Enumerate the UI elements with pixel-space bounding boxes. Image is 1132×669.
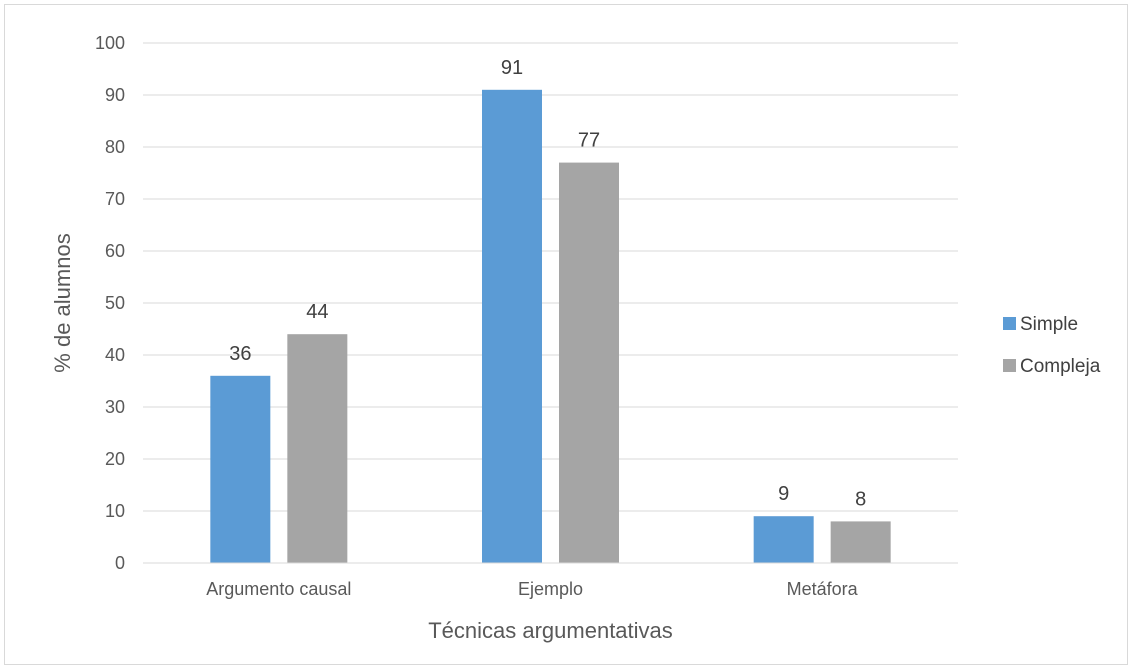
data-label: 77 [578,130,600,152]
bar-simple-0 [210,375,271,563]
y-tick-label: 10 [105,501,125,521]
x-tick-label: Metáfora [787,579,859,599]
y-tick-label: 40 [105,345,125,365]
data-labels: 36 44 91 77 9 8 [229,57,866,511]
y-tick-label: 80 [105,137,125,157]
data-label: 9 [778,483,789,505]
y-axis-ticks: 0 10 20 30 40 50 60 70 80 90 100 [95,33,125,573]
x-tick-label: Argumento causal [206,579,351,599]
y-tick-label: 60 [105,241,125,261]
bar-compleja-2 [830,521,891,563]
y-tick-label: 30 [105,397,125,417]
data-label: 36 [229,343,251,365]
y-tick-label: 90 [105,85,125,105]
y-tick-label: 70 [105,189,125,209]
bar-simple-2 [753,516,814,563]
bars [210,89,891,564]
data-label: 8 [855,488,866,510]
y-tick-label: 0 [115,553,125,573]
legend: Simple Compleja [1003,314,1101,377]
x-axis-title: Técnicas argumentativas [428,618,673,643]
legend-label-simple: Simple [1020,314,1078,335]
y-axis-title: % de alumnos [50,233,75,372]
data-label: 91 [501,57,523,79]
bar-simple-1 [482,89,542,564]
bar-compleja-0 [287,334,348,563]
x-tick-label: Ejemplo [518,579,583,599]
data-label: 44 [306,301,328,323]
y-tick-label: 20 [105,449,125,469]
bar-compleja-1 [559,162,619,563]
legend-swatch-compleja [1003,359,1016,372]
x-axis-ticks: Argumento causal Ejemplo Metáfora [206,579,858,599]
legend-label-compleja: Compleja [1020,356,1101,377]
legend-swatch-simple [1003,317,1016,330]
gridlines [143,42,958,512]
y-tick-label: 50 [105,293,125,313]
y-tick-label: 100 [95,33,125,53]
